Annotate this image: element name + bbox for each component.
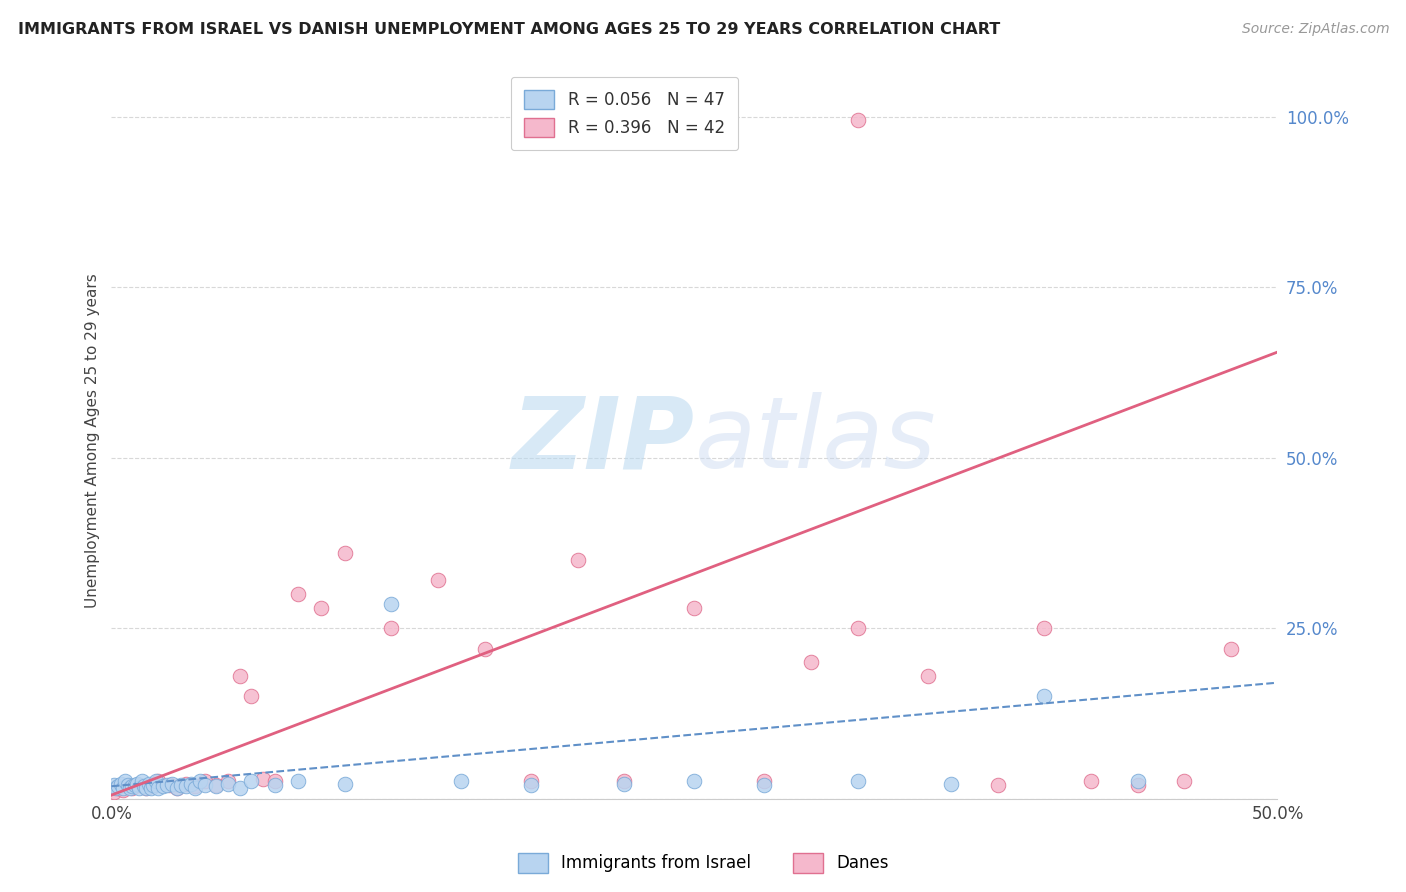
Point <box>103 785 125 799</box>
Point <box>156 778 179 792</box>
Point <box>128 778 150 792</box>
Point <box>160 776 183 790</box>
Text: atlas: atlas <box>695 392 936 489</box>
Point <box>333 546 356 560</box>
Point <box>380 621 402 635</box>
Point <box>613 774 636 789</box>
Point <box>217 774 239 789</box>
Point <box>135 781 157 796</box>
Point <box>166 780 188 795</box>
Point <box>128 780 150 795</box>
Point <box>132 779 155 793</box>
Point <box>142 778 165 792</box>
Text: Source: ZipAtlas.com: Source: ZipAtlas.com <box>1241 22 1389 37</box>
Point <box>184 779 207 793</box>
Point <box>138 776 160 790</box>
Point <box>105 781 128 796</box>
Point <box>159 778 181 792</box>
Text: IMMIGRANTS FROM ISRAEL VS DANISH UNEMPLOYMENT AMONG AGES 25 TO 29 YEARS CORRELAT: IMMIGRANTS FROM ISRAEL VS DANISH UNEMPLO… <box>18 22 1001 37</box>
Point <box>240 690 263 704</box>
Point <box>166 781 188 796</box>
Point <box>311 600 333 615</box>
Point <box>139 780 162 795</box>
Point <box>1126 774 1149 789</box>
Point <box>474 641 496 656</box>
Point <box>846 621 869 635</box>
Point <box>263 778 285 792</box>
Point <box>146 781 169 796</box>
Point <box>426 574 449 588</box>
Point <box>1080 774 1102 789</box>
Point <box>846 774 869 789</box>
Point <box>800 655 823 669</box>
Point <box>263 774 285 789</box>
Point <box>228 780 250 795</box>
Point <box>125 776 148 790</box>
Point <box>450 774 472 789</box>
Point <box>380 597 402 611</box>
Point <box>184 780 207 795</box>
Point <box>1033 621 1056 635</box>
Point <box>333 776 356 790</box>
Point <box>683 113 706 128</box>
Point <box>194 774 217 789</box>
Point <box>205 779 228 793</box>
Y-axis label: Unemployment Among Ages 25 to 29 years: Unemployment Among Ages 25 to 29 years <box>86 273 100 608</box>
Point <box>252 772 274 787</box>
Point <box>567 553 589 567</box>
Point <box>188 774 211 789</box>
Point <box>683 774 706 789</box>
Point <box>174 779 197 793</box>
Point <box>180 776 202 790</box>
Legend: R = 0.056   N = 47, R = 0.396   N = 42: R = 0.056 N = 47, R = 0.396 N = 42 <box>510 77 738 151</box>
Point <box>107 779 129 793</box>
Point <box>117 779 139 793</box>
Point <box>112 780 135 795</box>
Point <box>683 600 706 615</box>
Text: ZIP: ZIP <box>512 392 695 489</box>
Point <box>170 778 193 792</box>
Point <box>287 587 309 601</box>
Point <box>146 774 169 789</box>
Point <box>120 781 142 796</box>
Point <box>174 776 197 790</box>
Point <box>124 778 146 792</box>
Point <box>131 774 153 789</box>
Point <box>107 781 129 796</box>
Point <box>613 776 636 790</box>
Point <box>520 778 543 792</box>
Point <box>939 776 962 790</box>
Point <box>846 113 869 128</box>
Point <box>142 779 165 793</box>
Point <box>135 781 157 796</box>
Point <box>110 776 132 790</box>
Point <box>217 776 239 790</box>
Point <box>1033 690 1056 704</box>
Point <box>112 783 135 797</box>
Point <box>754 778 776 792</box>
Point <box>114 774 136 789</box>
Point <box>152 779 174 793</box>
Point <box>103 778 125 792</box>
Point <box>1126 778 1149 792</box>
Point <box>117 778 139 792</box>
Point <box>121 779 143 793</box>
Point <box>240 774 263 789</box>
Point <box>205 778 228 792</box>
Point <box>917 669 939 683</box>
Point <box>287 774 309 789</box>
Point <box>1173 774 1195 789</box>
Point <box>987 778 1010 792</box>
Point <box>1219 641 1241 656</box>
Point <box>228 669 250 683</box>
Legend: Immigrants from Israel, Danes: Immigrants from Israel, Danes <box>510 847 896 880</box>
Point <box>121 781 143 796</box>
Point <box>145 774 167 789</box>
Point <box>194 778 217 792</box>
Point <box>520 774 543 789</box>
Point <box>754 774 776 789</box>
